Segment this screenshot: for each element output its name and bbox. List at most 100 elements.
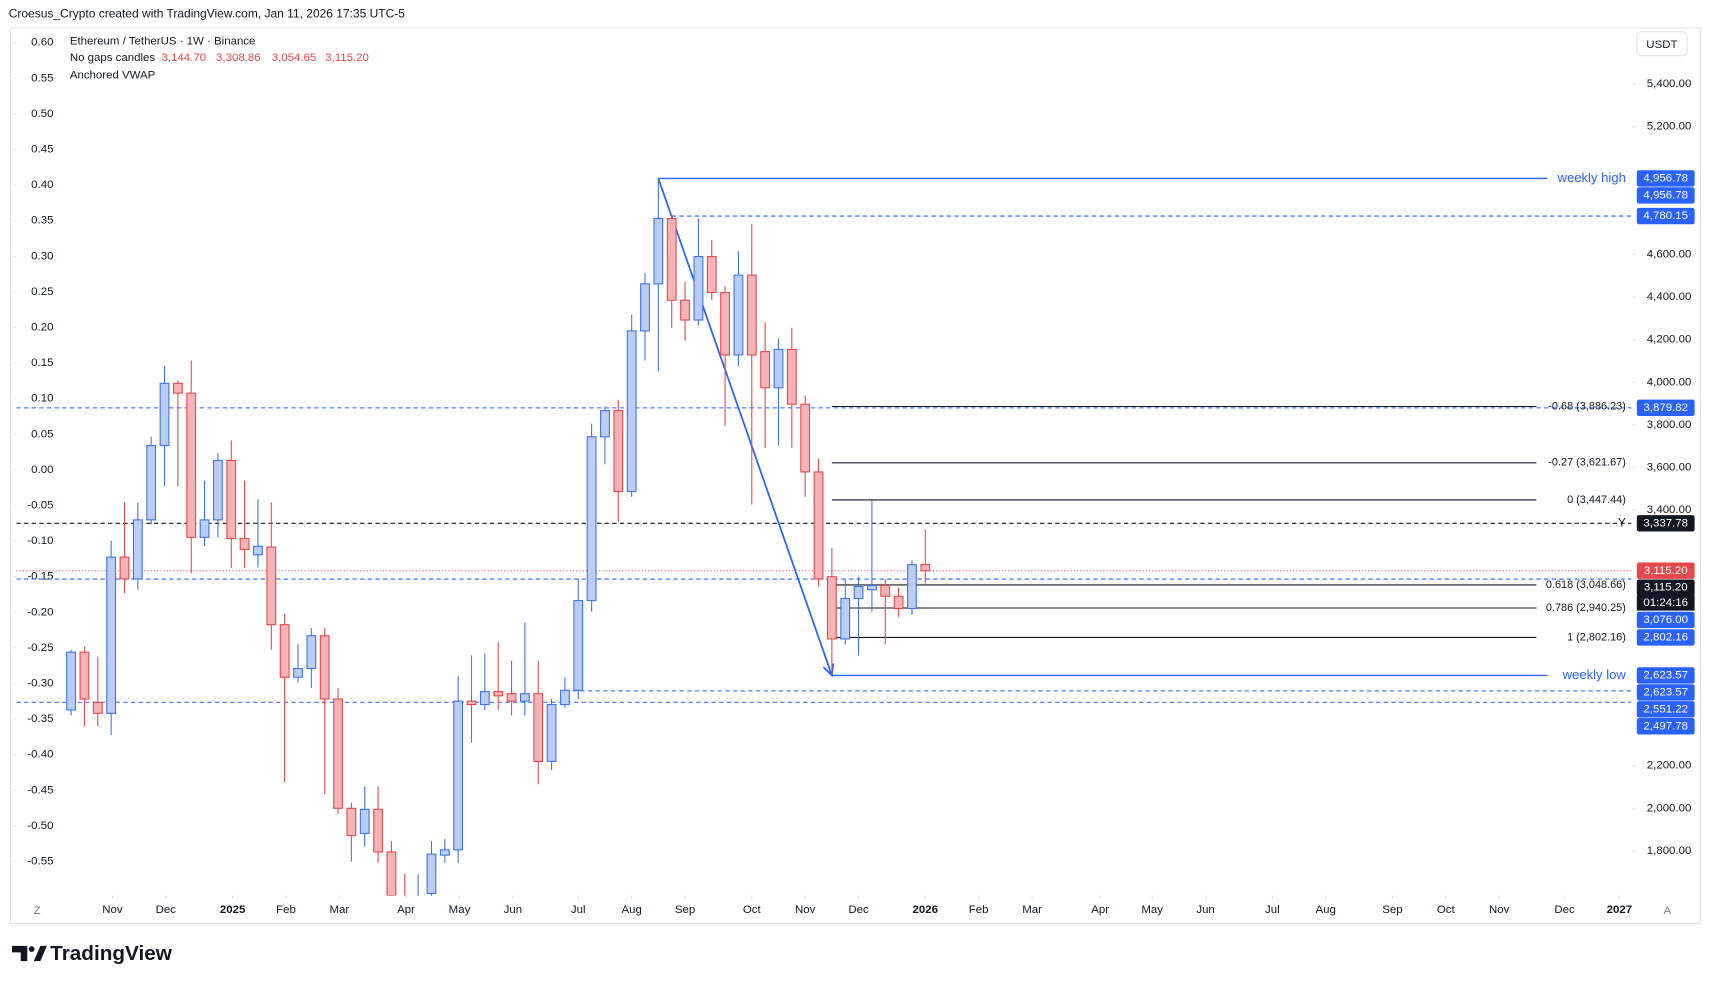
x-tick-label: Nov xyxy=(1489,904,1510,916)
y2-tick-label: -0.45 xyxy=(27,784,53,796)
candle-body xyxy=(359,808,370,834)
fib-label: -0.68 (3,886.23) xyxy=(1548,400,1626,412)
candle-body xyxy=(613,410,624,493)
candle-body xyxy=(306,635,317,670)
x-tick-label: Sep xyxy=(675,904,695,916)
y2-tick-label: -0.50 xyxy=(27,820,53,832)
candle-body xyxy=(773,348,784,389)
y-tick-label: 1,800.00 xyxy=(1647,845,1692,857)
y2-tick-label: 0.25 xyxy=(31,286,53,298)
ohlc-close: 3,115.20 xyxy=(325,52,369,64)
y-tick-label: 4,000.00 xyxy=(1647,376,1692,388)
ohlc-low: 3,054.65 xyxy=(272,52,317,64)
y2-tick-label: 0.10 xyxy=(31,393,53,405)
price-badge-label: 4,780.15 xyxy=(1643,210,1688,222)
x-tick-label: Aug xyxy=(1316,904,1336,916)
price-badge-label: 3,115.20 xyxy=(1644,565,1688,577)
candle-body xyxy=(239,537,250,551)
y2-tick-label: 0.45 xyxy=(31,144,53,156)
fib-label: -0.27 (3,621.67) xyxy=(1548,457,1626,469)
candle-body xyxy=(293,668,303,678)
x-tick-label: Jun xyxy=(504,904,522,916)
y2-tick-label: -0.35 xyxy=(27,713,53,725)
frame xyxy=(9,27,1702,925)
y-tick-label: 4,400.00 xyxy=(1647,291,1692,303)
price-badge xyxy=(1636,515,1695,532)
candle-body xyxy=(813,471,824,580)
logo: TradingView xyxy=(12,942,173,965)
candle-body xyxy=(253,545,263,556)
price-badge xyxy=(1636,629,1695,646)
y2-tick-label: 0.55 xyxy=(31,72,53,84)
y2-tick-label: -0.40 xyxy=(27,749,53,761)
x-tick-label: Sep xyxy=(1382,904,1402,916)
candle-body xyxy=(226,459,237,539)
candle-body xyxy=(560,689,570,706)
price-badge xyxy=(1636,207,1695,225)
price-badge-label: 3,879.82 xyxy=(1643,402,1688,414)
y-tick-label: 2,200.00 xyxy=(1647,760,1692,772)
candle-body xyxy=(266,546,277,626)
y2-tick-label: 0.60 xyxy=(31,37,53,49)
x-tick-label: Feb xyxy=(276,904,296,916)
candle-body xyxy=(414,898,423,921)
ohlc-high: 3,308.86 xyxy=(216,52,261,64)
trend-arrow xyxy=(657,178,833,676)
candle-body xyxy=(186,392,197,538)
logo-icon xyxy=(28,946,35,952)
y-tick-label: 4,600.00 xyxy=(1647,248,1692,260)
x-tick-label: Oct xyxy=(743,904,762,916)
candle-body xyxy=(132,519,143,580)
price-badge-label: 2,623.57 xyxy=(1643,669,1688,681)
candle-body xyxy=(880,584,891,597)
axis-button-left[interactable]: Z xyxy=(34,905,41,917)
candle-body xyxy=(693,256,704,321)
x-tick-label: Apr xyxy=(1091,904,1109,916)
x-tick-label: Mar xyxy=(1022,904,1042,916)
currency-button[interactable] xyxy=(1636,31,1688,57)
fib-label: 0.618 (3,048.66) xyxy=(1546,579,1626,591)
fib-label: 0 (3,447.44) xyxy=(1567,494,1626,506)
candle-body xyxy=(479,691,490,706)
candle-body xyxy=(866,584,877,591)
candle-body xyxy=(172,382,183,394)
level-label: weekly high xyxy=(1556,170,1625,185)
x-tick-label: Dec xyxy=(156,904,177,916)
candle-body xyxy=(626,330,637,493)
y2-tick-label: -0.20 xyxy=(27,606,53,618)
candle-body xyxy=(706,256,717,294)
candle-body xyxy=(746,274,757,356)
candle-body xyxy=(586,436,597,602)
logo-text: TradingView xyxy=(50,942,173,965)
x-tick-label: Nov xyxy=(795,904,816,916)
candle-body xyxy=(373,808,383,853)
candle-body xyxy=(493,691,504,697)
candle-body xyxy=(533,693,544,762)
candle-body xyxy=(92,701,103,714)
candle-body xyxy=(920,563,931,572)
price-badge xyxy=(1636,579,1695,596)
y2-tick-label: 0.40 xyxy=(31,179,53,191)
candle-body xyxy=(680,299,690,321)
x-tick-label: Aug xyxy=(621,904,641,916)
x-tick-label: Jun xyxy=(1196,904,1214,916)
candle-body xyxy=(907,564,917,610)
candle-body xyxy=(546,704,557,762)
x-tick-label: Feb xyxy=(969,904,989,916)
countdown: 01:24:16 xyxy=(1643,597,1688,609)
price-badge xyxy=(1636,701,1695,718)
candle-body xyxy=(146,444,157,521)
level-label: weekly low xyxy=(1562,667,1627,682)
countdown-badge xyxy=(1636,595,1695,611)
x-tick-label: Jul xyxy=(1265,904,1280,916)
candle-body xyxy=(826,576,837,640)
y2-tick-label: 0.50 xyxy=(31,108,53,120)
candle-body xyxy=(426,853,437,895)
x-tick-label: Mar xyxy=(330,904,350,916)
y2-tick-label: -0.05 xyxy=(27,499,53,511)
candle-body xyxy=(453,700,464,851)
x-tick-label: Nov xyxy=(102,904,123,916)
axis-button-right[interactable]: A xyxy=(1664,905,1672,917)
currency[interactable]: USDT xyxy=(1646,39,1677,51)
